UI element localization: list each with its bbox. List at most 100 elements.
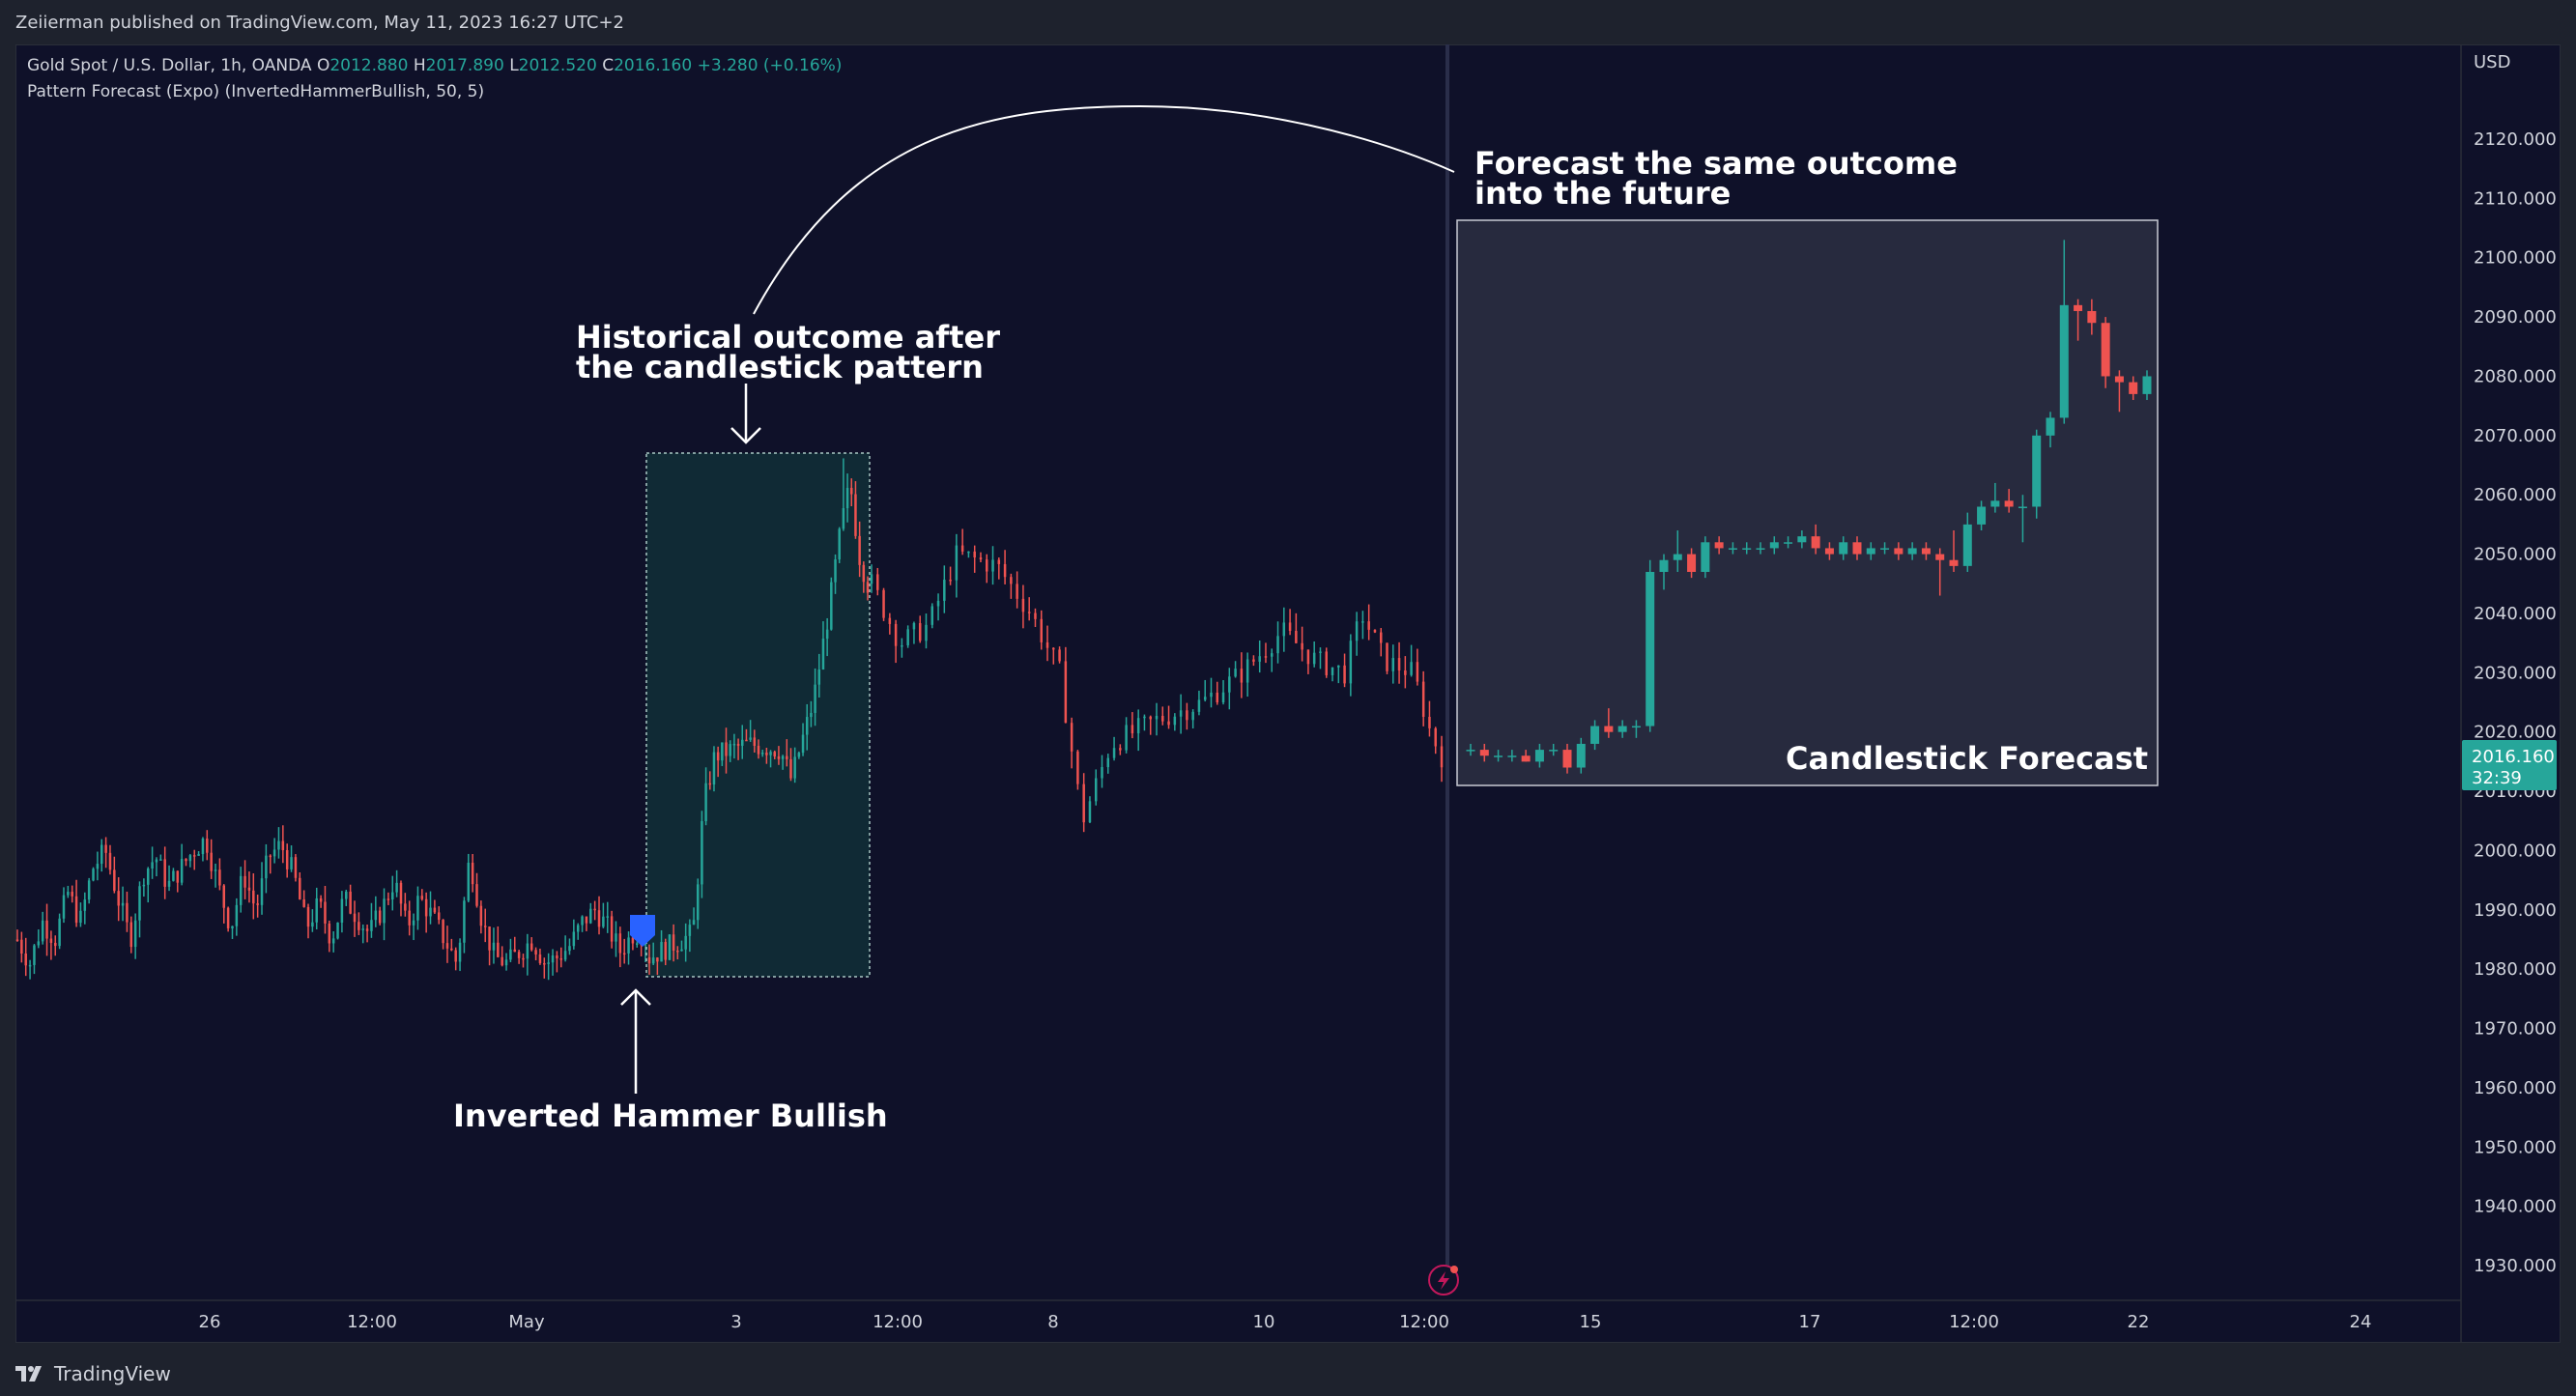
forecast-candle [1521,755,1531,762]
post-candle [1221,692,1225,703]
forecast-box[interactable] [1456,219,2159,786]
forecast-candle [1562,750,1572,768]
outcome-candle [716,752,720,761]
post-candle [1216,692,1219,703]
forecast-candle [2046,417,2055,436]
historical-candle [100,844,103,865]
post-candle [906,629,909,645]
footer: TradingView [0,1351,2576,1396]
outcome-candle [821,639,825,670]
historical-candle [92,869,95,881]
price-axis[interactable]: 2120.000 2110.000 2100.000 2090.000 2080.000… [2474,129,2557,1276]
post-candle [1101,767,1103,779]
outcome-candle [721,742,724,761]
price-tick-label: 2020.000 [2474,723,2557,743]
close-label: C [602,56,615,75]
historical-candle [277,840,280,850]
forecast-candle [1784,542,1793,544]
historical-candle [622,953,626,955]
post-candle [1282,622,1286,637]
tradingview-logo-icon[interactable] [15,1364,44,1383]
historical-candle [543,962,546,965]
outcome-candle [866,582,870,593]
outcome-candle [672,934,675,951]
post-candle [1149,716,1152,720]
historical-candle [226,907,230,928]
post-candle [930,606,934,625]
historical-candle [563,951,567,960]
historical-candle [358,922,360,930]
post-candle [1367,621,1370,630]
post-candle [1155,715,1159,720]
outcome-candle [760,753,764,755]
post-candle [1258,656,1261,662]
footer-brand[interactable]: TradingView [54,1361,171,1385]
forecast-candle [1962,524,1972,566]
outcome-candle [725,742,728,756]
indicator-title[interactable]: Pattern Forecast (Expo) (InvertedHammerB… [27,82,485,101]
low-label: L [509,56,519,75]
historical-candle [345,891,348,899]
price-tick-label: 2060.000 [2474,485,2557,505]
historical-candle [463,900,466,943]
historical-outcome-box[interactable] [645,452,871,978]
historical-candle [188,855,192,862]
pattern-marker-icon[interactable] [630,915,655,947]
outcome-candle [696,884,700,921]
historical-candle [299,877,301,899]
historical-candle [581,916,584,926]
forecast-candle [1534,750,1544,762]
post-candle [1112,748,1116,758]
price-tick-label: 1940.000 [2474,1197,2557,1217]
post-candle [1386,642,1388,671]
post-candle [1179,710,1183,717]
forecast-candle [1673,554,1682,560]
price-tick-label: 2000.000 [2474,840,2557,861]
post-candle [876,574,879,590]
historical-candle [62,895,66,919]
historical-candle [260,878,264,905]
forecast-candle [1880,548,1890,550]
historical-candle [252,890,255,904]
outcome-candle [793,756,796,779]
price-tick-label: 2030.000 [2474,663,2557,683]
historical-candle [163,859,166,887]
historical-candle [108,852,112,870]
price-tick-label: 1930.000 [2474,1256,2557,1276]
high-value: 2017.890 [425,56,504,75]
outcome-candle [741,739,744,746]
post-outcome-candles [870,528,1444,833]
symbol-title[interactable]: Gold Spot / U.S. Dollar, 1h, OANDA [27,56,312,75]
post-candle [1325,651,1328,675]
post-candle [1301,642,1303,650]
post-candle [1131,725,1134,734]
outcome-candle [769,752,772,755]
lightning-icon[interactable] [1428,1265,1459,1296]
close-value: 2016.160 [614,56,693,75]
forecast-candle [1728,548,1737,550]
historical-candle [185,859,187,862]
historical-candle [420,896,424,899]
historical-candle [597,910,601,927]
post-candle [997,559,1001,564]
outcome-candle [745,739,748,742]
forecast-candle [2129,382,2138,394]
price-tick-label: 1960.000 [2474,1078,2557,1098]
time-axis[interactable]: 26 12:00 May 3 12:00 8 10 12:00 15 17 12:00 22 24 [199,1312,2372,1332]
time-tick-label: 15 [1580,1312,1602,1332]
historical-candle [126,902,129,923]
historical-candle [235,904,239,926]
historical-candle [509,949,512,960]
high-label: H [413,56,426,75]
post-candle [894,623,898,646]
forecast-candle [1590,726,1600,744]
post-candle [901,644,903,647]
forecast-candle [1494,755,1503,757]
price-tick-label: 2090.000 [2474,307,2557,328]
time-tick-label: 22 [2128,1312,2150,1332]
historical-candle [433,907,437,913]
outcome-candle [749,737,752,740]
outcome-candle [830,582,833,630]
historical-candle [71,892,73,897]
